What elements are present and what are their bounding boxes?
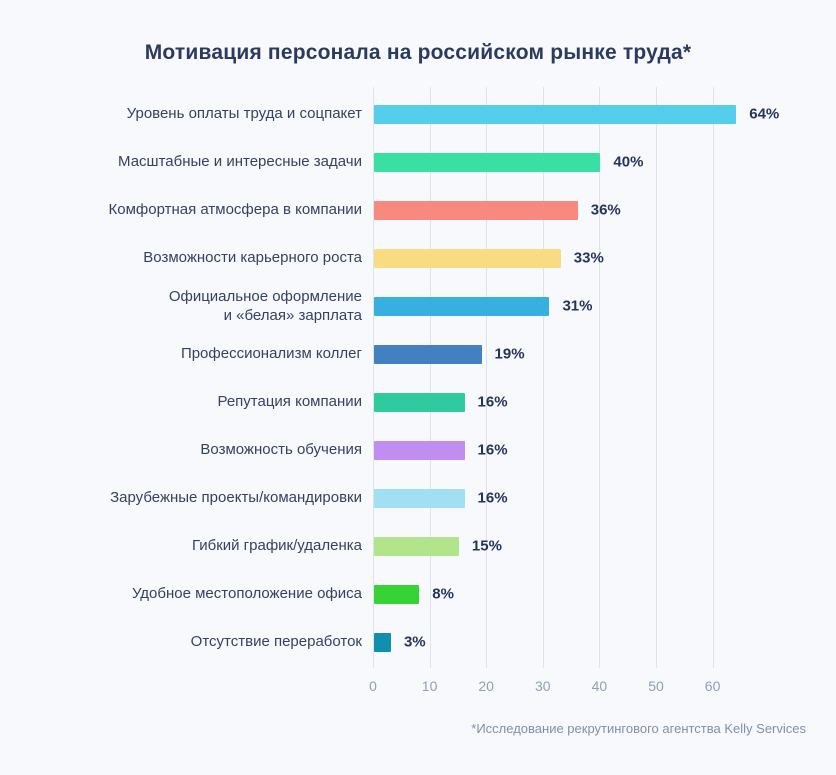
bar-track: 40% [373,152,836,172]
bar [374,392,465,412]
bar-row: Уровень оплаты труда и соцпакет 64% [0,90,836,138]
value-label: 31% [562,297,593,315]
gridlines [373,87,773,668]
category-label: Отсутствие переработок [190,633,362,651]
bar-track: 16% [373,488,836,508]
x-axis-tick-label: 0 [369,678,377,694]
bar [374,440,465,460]
bar-track: 64% [373,104,836,124]
bar-track: 19% [373,344,836,364]
value-label: 36% [590,201,621,219]
bar-rows: Уровень оплаты труда и соцпакет 64% Масш… [0,90,836,666]
bar-row: Репутация компании 16% [0,378,836,426]
category-label: Возможности карьерного роста [143,249,362,267]
bar-row: Комфортная атмосфера в компании 36% [0,186,836,234]
bar [374,536,459,556]
x-axis-tick-label: 60 [704,678,721,694]
x-axis-tick-label: 20 [478,678,494,694]
chart-title: Мотивация персонала на российском рынке … [144,41,692,64]
bar [374,104,737,124]
bar-row: Удобное местоположение офиса 8% [0,570,836,618]
gridline [486,87,488,668]
gridline [599,87,601,668]
bar-row: Отсутствие переработок 3% [0,618,836,666]
source-footnote: *Исследование рекрутингового агентства K… [471,721,806,736]
gridline [712,87,714,668]
x-axis-tick-label: 50 [648,678,664,694]
bar-track: 8% [373,584,836,604]
bar-track: 15% [373,536,836,556]
bar-track: 33% [373,248,836,268]
bar [374,248,561,268]
category-label: Гибкий график/удаленка [191,537,362,555]
gridline [656,87,657,668]
value-label: 19% [494,345,525,363]
x-axis-tick-label: 40 [591,678,608,694]
bar-track: 36% [373,200,836,220]
category-label: Репутация компании [217,393,362,411]
bar [374,152,601,172]
bar-chart: Уровень оплаты труда и соцпакет 64% Масш… [0,87,836,700]
bar-row: Масштабные и интересные задачи 40% [0,138,836,186]
value-label: 8% [432,585,454,603]
bar-row: Гибкий график/удаленка 15% [0,522,836,570]
value-label: 16% [477,441,508,459]
bar [374,344,482,364]
bar-track: 16% [373,392,836,412]
x-axis: 0 10 20 30 40 50 60 [0,678,836,698]
gridline [373,87,374,668]
bar-track: 31% [373,296,836,316]
category-label: Комфортная атмосфера в компании [108,201,362,219]
gridline [429,87,431,668]
value-label: 33% [573,249,604,267]
category-label: Возможность обучения [200,441,362,459]
category-label: Масштабные и интересные задачи [118,153,362,171]
bar [374,296,550,316]
bar [374,200,578,220]
category-label: Официальное оформление и «белая» зарплат… [168,287,362,325]
bar-track: 16% [373,440,836,460]
value-label: 16% [477,489,508,507]
category-label: Удобное местоположение офиса [131,585,362,603]
bar-row: Возможность обучения 16% [0,426,836,474]
value-label: 15% [471,537,502,555]
bar-row: Официальное оформление и «белая» зарплат… [0,282,836,330]
bar-track: 3% [373,632,836,652]
bar-row: Возможности карьерного роста 33% [0,234,836,282]
category-label: Зарубежные проекты/командировки [110,489,362,507]
bar [374,584,420,604]
gridline [542,87,544,668]
value-label: 16% [477,393,508,411]
bar [374,488,465,508]
category-label: Профессионализм коллег [180,345,362,363]
bar [374,632,391,652]
category-label: Уровень оплаты труда и соцпакет [126,105,362,123]
value-label: 3% [403,633,426,651]
value-label: 64% [749,105,780,123]
bar-row: Профессионализм коллег 19% [0,330,836,378]
x-axis-tick-label: 30 [535,678,551,694]
value-label: 40% [613,153,644,171]
x-axis-tick-label: 10 [421,678,438,694]
bar-row: Зарубежные проекты/командировки 16% [0,474,836,522]
